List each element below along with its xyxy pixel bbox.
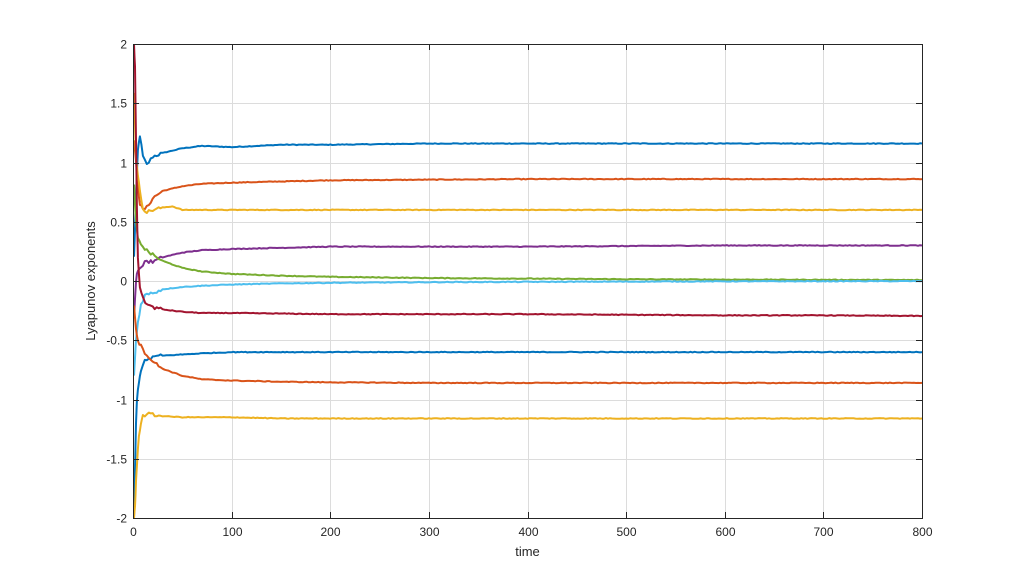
x-tick-label: 600	[715, 525, 735, 539]
x-tick-label: 800	[912, 525, 932, 539]
series-line-10	[133, 411, 923, 519]
series-line-3	[133, 92, 923, 214]
y-tick-label: -0.5	[106, 334, 127, 348]
series-line-4	[133, 244, 923, 319]
x-axis-label: time	[515, 544, 540, 559]
y-tick-label: -1	[116, 394, 127, 408]
ticks: 0 100 200 300 400 500 600 700 800 -2 -1.5 -1 -0.5 0 0.…	[106, 38, 933, 540]
y-tick-label: 0.5	[110, 216, 127, 230]
y-tick-label: -1.5	[106, 453, 127, 467]
x-tick-label: 100	[222, 525, 242, 539]
series-line-1	[133, 135, 923, 257]
x-tick-label: 500	[616, 525, 636, 539]
y-tick-label: 0	[120, 275, 127, 289]
series-line-7	[133, 43, 923, 318]
series-line-6	[133, 279, 923, 376]
series-layer	[133, 43, 923, 519]
x-tick-label: 700	[813, 525, 833, 539]
x-tick-label: 300	[419, 525, 439, 539]
series-line-2	[133, 140, 923, 211]
y-axis-label: Lyapunov exponents	[83, 221, 98, 341]
series-line-9	[133, 305, 923, 385]
y-tick-label: 2	[120, 38, 127, 52]
x-tick-label: 200	[320, 525, 340, 539]
series-line-5	[133, 184, 923, 282]
y-tick-label: -2	[116, 512, 127, 526]
x-tick-label: 0	[130, 525, 137, 539]
x-tick-label: 400	[518, 525, 538, 539]
series-line-8	[133, 350, 923, 519]
y-tick-label: 1	[120, 157, 127, 171]
y-tick-label: 1.5	[110, 97, 127, 111]
